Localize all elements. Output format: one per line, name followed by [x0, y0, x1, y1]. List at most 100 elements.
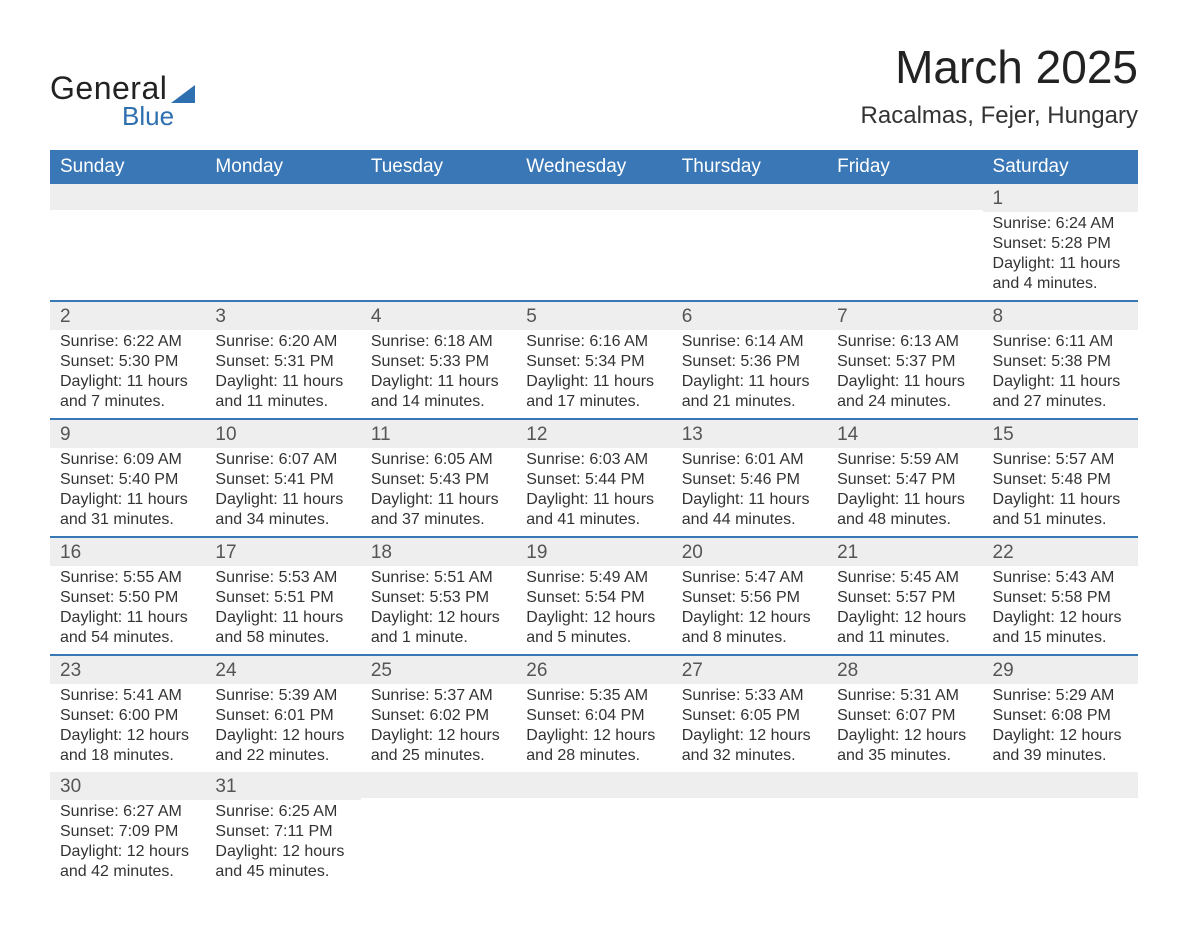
daylight-line: Daylight: 11 hours and 21 minutes.	[682, 372, 817, 412]
daylight-line: Daylight: 12 hours and 32 minutes.	[682, 726, 817, 766]
day-number	[50, 184, 205, 210]
calendar-day-cell: 19Sunrise: 5:49 AMSunset: 5:54 PMDayligh…	[516, 537, 671, 655]
day-number: 12	[516, 420, 671, 448]
day-details: Sunrise: 5:37 AMSunset: 6:02 PMDaylight:…	[361, 684, 516, 772]
day-details	[672, 210, 827, 270]
daylight-line: Daylight: 12 hours and 22 minutes.	[215, 726, 350, 766]
day-number: 26	[516, 656, 671, 684]
day-details	[516, 210, 671, 270]
calendar-day-cell: 8Sunrise: 6:11 AMSunset: 5:38 PMDaylight…	[983, 301, 1138, 419]
day-details	[827, 798, 982, 858]
day-details: Sunrise: 5:51 AMSunset: 5:53 PMDaylight:…	[361, 566, 516, 654]
sunrise-line: Sunrise: 6:09 AM	[60, 450, 195, 470]
calendar-table: SundayMondayTuesdayWednesdayThursdayFrid…	[50, 150, 1138, 888]
column-header: Monday	[205, 150, 360, 184]
day-number	[205, 184, 360, 210]
day-number	[361, 772, 516, 798]
calendar-day-cell: 6Sunrise: 6:14 AMSunset: 5:36 PMDaylight…	[672, 301, 827, 419]
daylight-line: Daylight: 12 hours and 28 minutes.	[526, 726, 661, 766]
daylight-line: Daylight: 11 hours and 14 minutes.	[371, 372, 506, 412]
daylight-line: Daylight: 12 hours and 39 minutes.	[993, 726, 1128, 766]
day-number	[983, 772, 1138, 798]
calendar-empty-cell	[827, 772, 982, 888]
calendar-day-cell: 15Sunrise: 5:57 AMSunset: 5:48 PMDayligh…	[983, 419, 1138, 537]
sunrise-line: Sunrise: 5:31 AM	[837, 686, 972, 706]
header: General Blue March 2025 Racalmas, Fejer,…	[50, 40, 1138, 132]
day-details	[983, 798, 1138, 858]
day-number: 4	[361, 302, 516, 330]
daylight-line: Daylight: 11 hours and 41 minutes.	[526, 490, 661, 530]
sunset-line: Sunset: 6:07 PM	[837, 706, 972, 726]
calendar-day-cell: 25Sunrise: 5:37 AMSunset: 6:02 PMDayligh…	[361, 655, 516, 772]
day-details: Sunrise: 6:01 AMSunset: 5:46 PMDaylight:…	[672, 448, 827, 536]
sunset-line: Sunset: 5:46 PM	[682, 470, 817, 490]
sunset-line: Sunset: 6:00 PM	[60, 706, 195, 726]
sunrise-line: Sunrise: 6:27 AM	[60, 802, 195, 822]
sunset-line: Sunset: 5:50 PM	[60, 588, 195, 608]
day-number: 24	[205, 656, 360, 684]
daylight-line: Daylight: 12 hours and 45 minutes.	[215, 842, 350, 882]
day-details: Sunrise: 6:05 AMSunset: 5:43 PMDaylight:…	[361, 448, 516, 536]
day-number	[672, 772, 827, 798]
calendar-empty-cell	[50, 184, 205, 301]
daylight-line: Daylight: 11 hours and 54 minutes.	[60, 608, 195, 648]
day-number: 10	[205, 420, 360, 448]
calendar-day-cell: 22Sunrise: 5:43 AMSunset: 5:58 PMDayligh…	[983, 537, 1138, 655]
sunrise-line: Sunrise: 6:14 AM	[682, 332, 817, 352]
sunrise-line: Sunrise: 6:25 AM	[215, 802, 350, 822]
calendar-empty-cell	[516, 772, 671, 888]
calendar-day-cell: 28Sunrise: 5:31 AMSunset: 6:07 PMDayligh…	[827, 655, 982, 772]
calendar-day-cell: 3Sunrise: 6:20 AMSunset: 5:31 PMDaylight…	[205, 301, 360, 419]
sunrise-line: Sunrise: 5:41 AM	[60, 686, 195, 706]
calendar-day-cell: 4Sunrise: 6:18 AMSunset: 5:33 PMDaylight…	[361, 301, 516, 419]
calendar-day-cell: 16Sunrise: 5:55 AMSunset: 5:50 PMDayligh…	[50, 537, 205, 655]
column-header: Tuesday	[361, 150, 516, 184]
sunrise-line: Sunrise: 5:47 AM	[682, 568, 817, 588]
sunrise-line: Sunrise: 5:51 AM	[371, 568, 506, 588]
sunset-line: Sunset: 5:28 PM	[993, 234, 1128, 254]
sunset-line: Sunset: 5:44 PM	[526, 470, 661, 490]
calendar-header-row: SundayMondayTuesdayWednesdayThursdayFrid…	[50, 150, 1138, 184]
column-header: Sunday	[50, 150, 205, 184]
calendar-day-cell: 21Sunrise: 5:45 AMSunset: 5:57 PMDayligh…	[827, 537, 982, 655]
calendar-day-cell: 11Sunrise: 6:05 AMSunset: 5:43 PMDayligh…	[361, 419, 516, 537]
sunset-line: Sunset: 5:37 PM	[837, 352, 972, 372]
daylight-line: Daylight: 12 hours and 5 minutes.	[526, 608, 661, 648]
sunrise-line: Sunrise: 6:22 AM	[60, 332, 195, 352]
calendar-day-cell: 12Sunrise: 6:03 AMSunset: 5:44 PMDayligh…	[516, 419, 671, 537]
sunset-line: Sunset: 7:11 PM	[215, 822, 350, 842]
sunrise-line: Sunrise: 6:24 AM	[993, 214, 1128, 234]
day-number	[361, 184, 516, 210]
day-number: 8	[983, 302, 1138, 330]
day-number: 28	[827, 656, 982, 684]
calendar-empty-cell	[361, 772, 516, 888]
title-block: March 2025 Racalmas, Fejer, Hungary	[861, 40, 1138, 130]
daylight-line: Daylight: 11 hours and 58 minutes.	[215, 608, 350, 648]
day-details	[205, 210, 360, 270]
sunset-line: Sunset: 6:05 PM	[682, 706, 817, 726]
calendar-day-cell: 30Sunrise: 6:27 AMSunset: 7:09 PMDayligh…	[50, 772, 205, 888]
daylight-line: Daylight: 11 hours and 51 minutes.	[993, 490, 1128, 530]
sunset-line: Sunset: 6:02 PM	[371, 706, 506, 726]
daylight-line: Daylight: 11 hours and 11 minutes.	[215, 372, 350, 412]
sunrise-line: Sunrise: 5:55 AM	[60, 568, 195, 588]
day-number: 6	[672, 302, 827, 330]
day-details: Sunrise: 5:41 AMSunset: 6:00 PMDaylight:…	[50, 684, 205, 772]
sunset-line: Sunset: 5:54 PM	[526, 588, 661, 608]
sunset-line: Sunset: 6:01 PM	[215, 706, 350, 726]
sunrise-line: Sunrise: 6:11 AM	[993, 332, 1128, 352]
daylight-line: Daylight: 11 hours and 27 minutes.	[993, 372, 1128, 412]
daylight-line: Daylight: 12 hours and 25 minutes.	[371, 726, 506, 766]
sunrise-line: Sunrise: 5:29 AM	[993, 686, 1128, 706]
column-header: Thursday	[672, 150, 827, 184]
sunrise-line: Sunrise: 5:39 AM	[215, 686, 350, 706]
sunrise-line: Sunrise: 5:57 AM	[993, 450, 1128, 470]
day-number: 14	[827, 420, 982, 448]
day-number: 19	[516, 538, 671, 566]
sunset-line: Sunset: 5:53 PM	[371, 588, 506, 608]
day-details: Sunrise: 5:31 AMSunset: 6:07 PMDaylight:…	[827, 684, 982, 772]
daylight-line: Daylight: 12 hours and 1 minute.	[371, 608, 506, 648]
sunset-line: Sunset: 5:58 PM	[993, 588, 1128, 608]
day-details	[516, 798, 671, 858]
day-details: Sunrise: 6:11 AMSunset: 5:38 PMDaylight:…	[983, 330, 1138, 418]
